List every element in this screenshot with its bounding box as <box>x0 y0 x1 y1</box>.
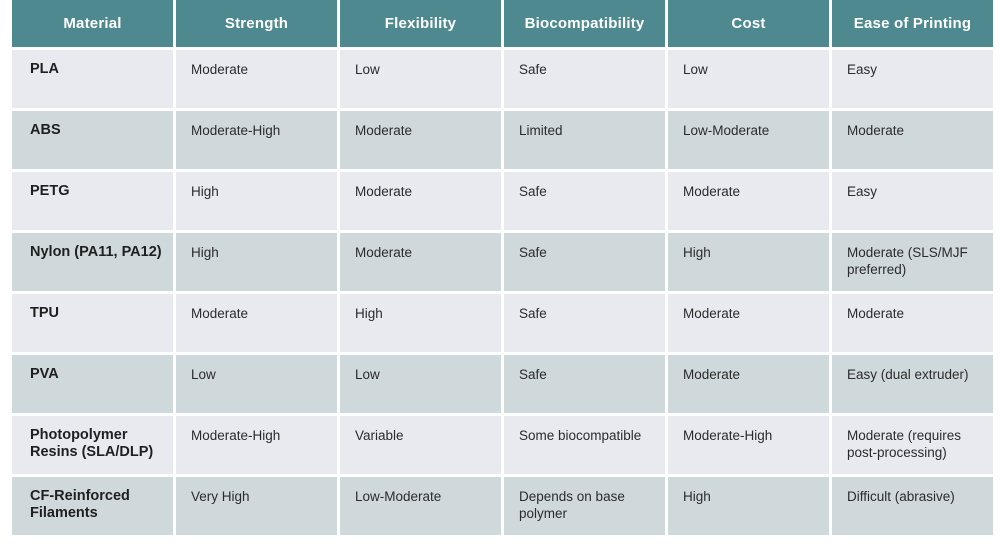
column-header-flexibility: Flexibility <box>340 0 504 50</box>
material-name-cell: Photopolymer Resins (SLA/DLP) <box>12 416 176 477</box>
column-header-cost: Cost <box>668 0 832 50</box>
cost-cell: Moderate <box>668 294 832 355</box>
ease-of-printing-cell: Moderate (requires post-processing) <box>832 416 996 477</box>
biocompatibility-cell: Safe <box>504 172 668 233</box>
material-name-cell: CF-Reinforced Filaments <box>12 477 176 538</box>
material-name-cell: PVA <box>12 355 176 416</box>
cost-cell: Moderate <box>668 172 832 233</box>
biocompatibility-cell: Some biocompatible <box>504 416 668 477</box>
flexibility-cell: Low-Moderate <box>340 477 504 538</box>
material-name-cell: TPU <box>12 294 176 355</box>
biocompatibility-cell: Depends on base polymer <box>504 477 668 538</box>
cost-cell: Low-Moderate <box>668 111 832 172</box>
column-header-material: Material <box>12 0 176 50</box>
ease-of-printing-cell: Moderate (SLS/MJF preferred) <box>832 233 996 294</box>
cost-cell: Moderate <box>668 355 832 416</box>
flexibility-cell: Moderate <box>340 172 504 233</box>
strength-cell: Moderate <box>176 50 340 111</box>
column-header-strength: Strength <box>176 0 340 50</box>
ease-of-printing-cell: Difficult (abrasive) <box>832 477 996 538</box>
cost-cell: High <box>668 233 832 294</box>
flexibility-cell: Low <box>340 50 504 111</box>
cost-cell: High <box>668 477 832 538</box>
biocompatibility-cell: Safe <box>504 355 668 416</box>
cost-cell: Low <box>668 50 832 111</box>
flexibility-cell: Moderate <box>340 111 504 172</box>
strength-cell: Moderate-High <box>176 111 340 172</box>
ease-of-printing-cell: Moderate <box>832 111 996 172</box>
materials-table: Material Strength Flexibility Biocompati… <box>12 0 1000 538</box>
biocompatibility-cell: Safe <box>504 50 668 111</box>
flexibility-cell: Variable <box>340 416 504 477</box>
material-name-cell: Nylon (PA11, PA12) <box>12 233 176 294</box>
material-name-cell: ABS <box>12 111 176 172</box>
ease-of-printing-cell: Moderate <box>832 294 996 355</box>
strength-cell: Moderate <box>176 294 340 355</box>
flexibility-cell: High <box>340 294 504 355</box>
strength-cell: Moderate-High <box>176 416 340 477</box>
material-name-cell: PETG <box>12 172 176 233</box>
ease-of-printing-cell: Easy (dual extruder) <box>832 355 996 416</box>
cost-cell: Moderate-High <box>668 416 832 477</box>
column-header-ease-of-printing: Ease of Printing <box>832 0 996 50</box>
biocompatibility-cell: Safe <box>504 233 668 294</box>
column-header-biocompatibility: Biocompatibility <box>504 0 668 50</box>
biocompatibility-cell: Safe <box>504 294 668 355</box>
ease-of-printing-cell: Easy <box>832 50 996 111</box>
strength-cell: Very High <box>176 477 340 538</box>
ease-of-printing-cell: Easy <box>832 172 996 233</box>
flexibility-cell: Moderate <box>340 233 504 294</box>
biocompatibility-cell: Limited <box>504 111 668 172</box>
flexibility-cell: Low <box>340 355 504 416</box>
strength-cell: High <box>176 172 340 233</box>
material-name-cell: PLA <box>12 50 176 111</box>
strength-cell: High <box>176 233 340 294</box>
strength-cell: Low <box>176 355 340 416</box>
